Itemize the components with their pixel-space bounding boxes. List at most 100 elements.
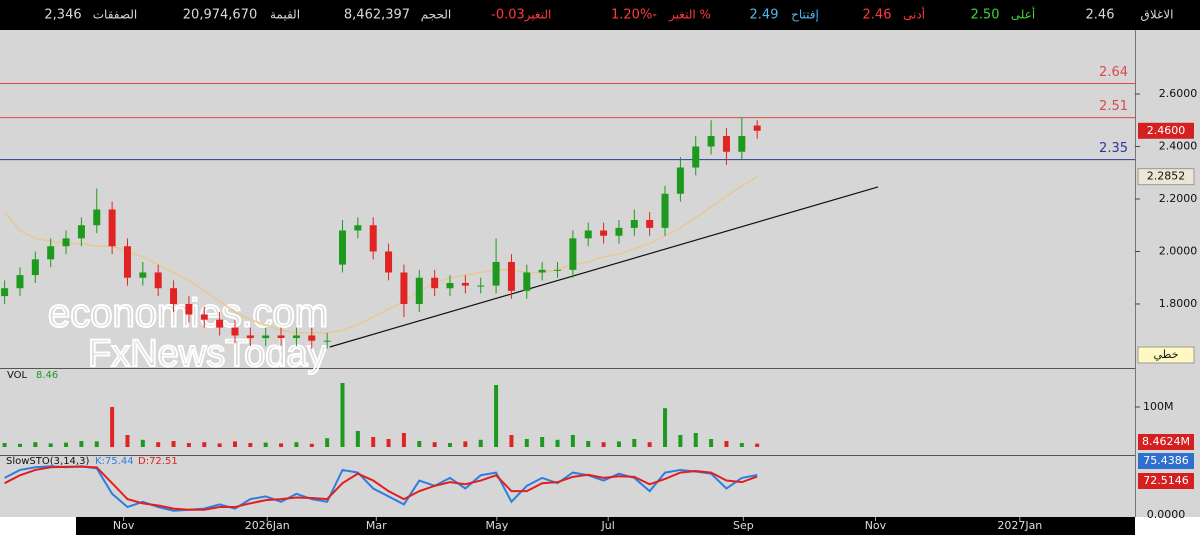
volume-bar [432, 442, 437, 447]
volume-bar [17, 443, 22, 447]
ma-marker-label: 2.2852 [1147, 170, 1186, 183]
volume-bar [48, 443, 53, 447]
stat-label: التغير % [668, 8, 711, 23]
candle-body [154, 272, 162, 289]
candle-body [446, 282, 454, 289]
volume-bar [724, 441, 729, 447]
y-tick-label: 2.6000 [1159, 87, 1198, 100]
ma-marker-box [1137, 168, 1195, 186]
volume-bar [140, 439, 145, 447]
candle-body [477, 285, 485, 287]
stat-label: إفتتاح [791, 8, 819, 22]
volume-bar [709, 439, 714, 447]
candle-body [646, 219, 654, 228]
volume-bar [586, 441, 591, 447]
stat-value: 2.50 [971, 8, 1000, 23]
stoch-marker-box [1138, 453, 1194, 469]
y-tick-label: 1.8000 [1159, 297, 1198, 310]
candle-body [523, 272, 531, 291]
y-tick-label: 2.4000 [1159, 140, 1198, 153]
candle-body [62, 238, 70, 247]
candle-body [185, 303, 193, 315]
volume-bar [478, 439, 483, 447]
volume-bar [309, 443, 314, 447]
volume-title: VOL [7, 370, 28, 381]
candle-body [246, 335, 254, 339]
candle-body [385, 251, 393, 273]
candle-body [369, 225, 377, 252]
x-tick-label: Jul [601, 519, 615, 532]
candle-body [400, 272, 408, 304]
candle-body [108, 209, 116, 247]
volume-bar [401, 433, 406, 447]
volume-bar [693, 433, 698, 447]
candle-body [31, 259, 39, 276]
candle-body [753, 125, 761, 131]
candle-body [16, 275, 24, 289]
volume-bar [248, 443, 253, 447]
stat-value: 8,462,397 [344, 8, 410, 23]
candle-body [323, 340, 331, 342]
candle-body [200, 314, 208, 320]
volume-bar [739, 443, 744, 447]
candle-body [139, 272, 147, 278]
candle-body [584, 230, 592, 239]
candle-body [569, 238, 577, 270]
volume-bar [263, 442, 268, 447]
y-tick-label: 2.0000 [1159, 244, 1198, 257]
volume-marker-box [1138, 434, 1194, 450]
volume-bar [386, 439, 391, 447]
candle-body [216, 319, 224, 328]
axis-corner [0, 517, 76, 535]
volume-bar [125, 435, 130, 447]
level-label: 2.51 [1099, 99, 1128, 114]
trendline [329, 186, 879, 348]
candle-body [676, 167, 684, 194]
volume-bar [540, 437, 545, 447]
volume-bar [755, 443, 760, 447]
line-style-label: خطي [1154, 348, 1179, 361]
volume-current: 8.46 [36, 370, 58, 381]
candle-body [308, 335, 316, 341]
stat-label: أعلى [1011, 7, 1035, 22]
candle-body [415, 277, 423, 304]
x-tick-label: Nov [113, 519, 135, 532]
stoch-marker-box [1138, 473, 1194, 489]
candle-body [738, 136, 746, 152]
x-tick-label: May [485, 519, 508, 532]
volume-bar [217, 443, 222, 447]
y-tick-label: 0.0000 [1147, 508, 1186, 521]
volume-bar [171, 441, 176, 447]
stoch-title: SlowSTO(3,14,3) [6, 456, 89, 467]
volume-bar [371, 437, 376, 447]
volume-bar [156, 442, 161, 447]
volume-bar [601, 442, 606, 447]
x-tick-label: Nov [865, 519, 887, 532]
candle-body [707, 136, 715, 147]
candle-body [262, 335, 270, 339]
candle-body [722, 136, 730, 152]
stoch-k-label: K:75.44 [95, 456, 134, 467]
line-style-box [1137, 346, 1195, 364]
candle-body [1, 288, 9, 297]
candle-body [492, 261, 500, 286]
y-tick-label: 2.2000 [1159, 192, 1198, 205]
candle-body [615, 227, 623, 236]
stat-label: الحجم [421, 8, 451, 22]
volume-bar [448, 443, 453, 447]
y-tick-label: 100M [1143, 400, 1174, 413]
candle-body [600, 230, 608, 236]
volume-bar [509, 435, 514, 447]
stat-value: 2,346 [44, 8, 81, 23]
volume-bar [632, 439, 637, 447]
volume-bar [2, 443, 7, 447]
candle-body [661, 193, 669, 228]
stat-label: التغير [524, 8, 552, 23]
x-tick-label: Mar [366, 519, 387, 532]
volume-bar [524, 439, 529, 447]
stoch-d-line [4, 465, 758, 511]
volume-bar [33, 442, 38, 447]
stoch-marker-label: 72.5146 [1143, 474, 1189, 487]
